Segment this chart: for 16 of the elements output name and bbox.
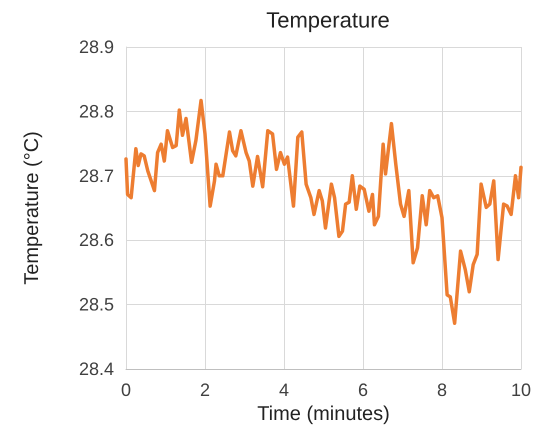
y-tick-label: 28.4: [78, 359, 114, 379]
x-tick-label: 8: [436, 380, 448, 400]
x-axis-title: Time (minutes): [257, 402, 390, 425]
y-tick-label: 28.9: [78, 37, 114, 57]
y-tick-label: 28.6: [78, 230, 114, 250]
x-tick-label: 4: [278, 380, 290, 400]
y-tick-label: 28.8: [78, 101, 114, 122]
x-tick-label: 6: [358, 380, 368, 400]
y-tick-label: 28.5: [78, 294, 114, 315]
y-tick-label: 28.7: [78, 166, 114, 186]
x-tick-label: 10: [510, 380, 532, 400]
chart-title: Temperature: [266, 8, 390, 32]
x-tick-label: 2: [200, 380, 210, 400]
y-axis-title: Temperature (°C): [21, 131, 43, 285]
x-tick-label: 0: [120, 380, 132, 400]
line-series: [124, 98, 523, 326]
